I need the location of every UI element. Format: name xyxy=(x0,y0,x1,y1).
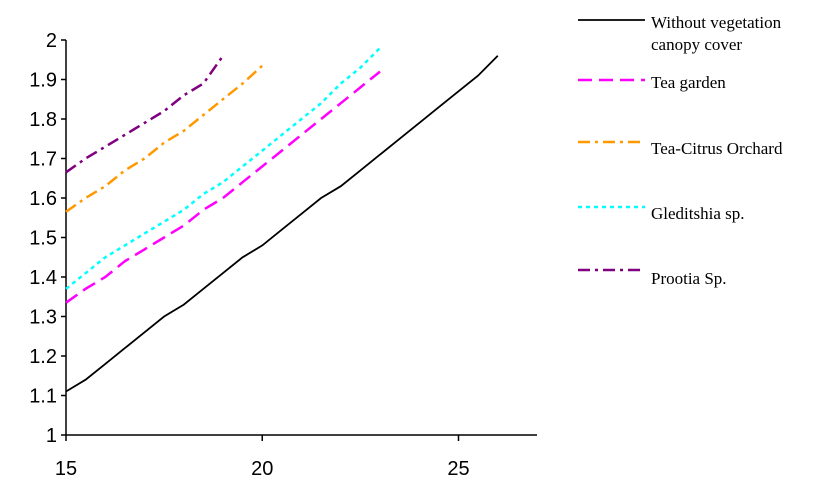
y-tick-label: 1.6 xyxy=(29,188,57,210)
legend-label: Without vegetation xyxy=(651,13,782,32)
series-layer xyxy=(65,47,499,393)
legend-label: Gleditshia sp. xyxy=(651,204,745,223)
series-line-3 xyxy=(65,47,381,290)
x-tick-label: 20 xyxy=(251,458,273,480)
y-tick-label: 1.5 xyxy=(29,228,57,250)
y-tick-label: 1.4 xyxy=(29,267,57,289)
series-line-4 xyxy=(65,55,225,174)
chart-legend: Without vegetation canopy cover Tea garden… xyxy=(578,13,783,288)
y-tick-label: 1 xyxy=(46,425,57,447)
x-tick-label: 25 xyxy=(447,458,469,480)
series-line-1 xyxy=(65,70,381,304)
y-tick-label: 1.7 xyxy=(29,149,57,171)
legend-label: canopy cover xyxy=(651,35,742,54)
y-tick-label: 1.3 xyxy=(29,307,57,329)
series-line-2 xyxy=(65,64,264,213)
y-tick-label: 1.8 xyxy=(29,109,57,131)
legend-label: Prootia Sp. xyxy=(651,269,727,288)
chart-axes: 1 1.1 1.2 1.3 1.4 1.5 1.6 1.7 1.8 1.9 2 15 20 25 xyxy=(29,30,537,480)
series-line-0 xyxy=(65,55,499,393)
y-tick-label: 1.2 xyxy=(29,346,57,368)
y-tick-label: 2 xyxy=(46,30,57,52)
y-tick-label: 1.9 xyxy=(29,70,57,92)
legend-label: Tea garden xyxy=(651,73,726,92)
legend-label: Tea-Citrus Orchard xyxy=(651,139,783,158)
y-tick-label: 1.1 xyxy=(29,386,57,408)
x-tick-label: 15 xyxy=(55,458,77,480)
